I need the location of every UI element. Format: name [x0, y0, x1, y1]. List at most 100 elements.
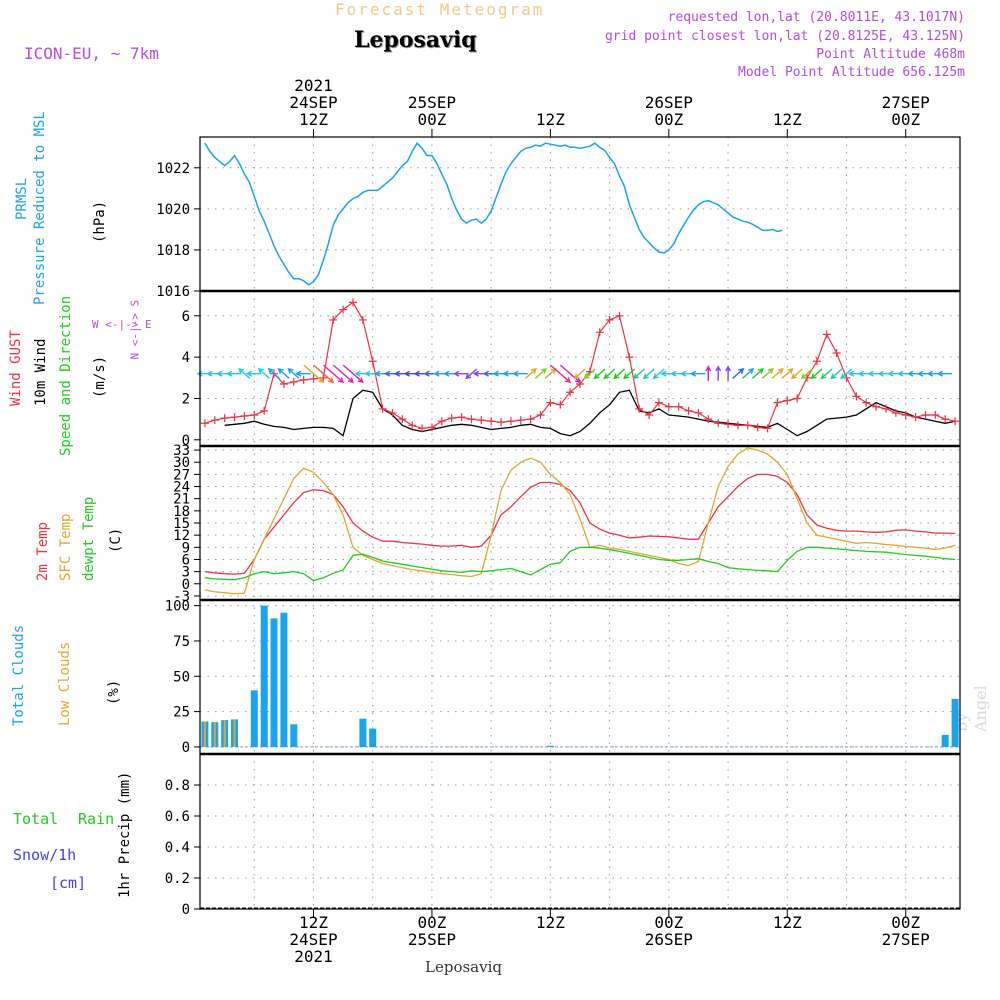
wind-direction-arrow — [559, 364, 581, 384]
wind-gust-marker — [625, 353, 634, 362]
wind-gust-marker — [645, 411, 654, 419]
wind-direction-arrow — [820, 368, 833, 380]
wind-gust-marker — [250, 411, 259, 419]
wind-direction-arrow — [603, 368, 616, 380]
bottom-time-label: 24SEP — [289, 930, 337, 949]
total-cloud-bar — [546, 745, 554, 747]
wind-speed-line — [224, 389, 956, 437]
bottom-time-label: 12Z — [299, 913, 328, 932]
requested-coords: requested lon,lat (20.8011E, 43.1017N) — [667, 10, 965, 25]
wind-gust-marker — [881, 404, 890, 413]
wind-direction-arrow — [790, 368, 803, 380]
wind-gust-marker — [832, 349, 841, 357]
wind-gust-marker — [872, 402, 881, 411]
temperature-ytick-label: 33 — [173, 443, 190, 459]
wind-gust-marker — [378, 404, 387, 413]
meteogram-title: Forecast Meteogram — [335, 0, 545, 19]
wind-gust-marker — [457, 413, 466, 422]
top-time-label: 26SEP — [645, 93, 693, 112]
pressure-ytick-label: 1022 — [156, 161, 190, 177]
wind-gust-marker — [260, 406, 269, 415]
wind-direction-arrow — [332, 364, 354, 384]
temperature-ytick-label: 15 — [173, 516, 190, 532]
bottom-time-label: 2021 — [294, 947, 333, 966]
bottom-time-label: 12Z — [773, 913, 802, 932]
wind-gust-marker — [348, 298, 357, 307]
wind-direction-arrow — [453, 370, 469, 377]
wind-direction-arrow — [323, 364, 345, 384]
wind-gust-marker — [654, 398, 663, 407]
wind-direction-arrow — [593, 368, 606, 380]
total-cloud-bar — [280, 612, 288, 747]
total-cloud-bar — [270, 618, 278, 747]
wind-gust-marker — [753, 423, 762, 432]
wind-direction-arrow — [238, 368, 251, 379]
temperature-ytick-label: 6 — [182, 552, 190, 568]
top-time-label: 00Z — [654, 110, 683, 129]
wind-gust-marker — [595, 328, 604, 337]
pressure-ytick-label: 1020 — [156, 202, 190, 218]
wind-direction-arrow — [257, 368, 270, 379]
wind-gust-marker — [289, 377, 298, 386]
wind-gust-marker — [783, 396, 792, 405]
wind-gust-marker — [921, 411, 930, 419]
temperature-ytick-label: 3 — [182, 565, 190, 581]
wind-direction-arrow — [781, 368, 794, 379]
wind-gust-marker — [408, 421, 417, 430]
precip-total-label: Total — [13, 810, 59, 828]
wind-gust-marker — [822, 330, 831, 339]
wind-gust-marker — [674, 402, 683, 411]
wind-gust-marker — [339, 305, 348, 314]
wind-direction-arrow — [705, 365, 712, 381]
wind-direction-arrow — [936, 370, 953, 377]
wind-direction-arrow — [512, 370, 528, 377]
wind-gust-marker — [743, 421, 752, 430]
temperature-ytick-label: 30 — [173, 455, 190, 471]
wind-gust-marker — [368, 357, 377, 366]
top-time-label: 2021 — [294, 76, 333, 95]
wind-direction-arrow — [583, 368, 596, 380]
low-cloud-bar — [233, 719, 236, 747]
wind-gust-marker — [230, 413, 239, 422]
wind-direction-arrow — [277, 368, 290, 379]
wind-gust-marker — [200, 419, 209, 428]
wind-direction-arrow — [287, 368, 300, 379]
wind-gust-marker — [852, 392, 861, 401]
top-time-label: 24SEP — [289, 93, 337, 112]
temperature-ytick-label: 24 — [173, 480, 190, 496]
wind-direction-arrow — [725, 365, 732, 381]
top-time-label: 27SEP — [882, 93, 930, 112]
temp-dewpt-line — [204, 546, 956, 582]
total-cloud-bar — [250, 690, 258, 747]
total-cloud-bar — [359, 718, 367, 747]
wind-direction-arrow — [267, 368, 280, 379]
wind-direction-arrow — [632, 368, 645, 380]
top-time-label: 12Z — [536, 110, 565, 129]
precip-ytick-label: 0.2 — [165, 871, 190, 887]
wind-direction-arrow — [524, 368, 537, 379]
wind-direction-arrow — [573, 368, 586, 380]
low-cloud-bar — [223, 720, 226, 747]
wind-gust-marker — [556, 400, 565, 409]
wind-gust-marker — [358, 315, 367, 324]
wind-gust-marker — [793, 394, 802, 403]
wind-gust-marker — [911, 413, 920, 422]
wind-direction-arrow — [840, 368, 853, 380]
wind-gust-marker — [240, 412, 249, 421]
wind-gust-marker — [437, 417, 446, 426]
grid-point-coords: grid point closest lon,lat (20.8125E, 43… — [604, 29, 965, 44]
wind-ytick-label: 4 — [182, 350, 190, 366]
wind-gust-marker — [812, 357, 821, 366]
wind-gust-marker — [467, 415, 476, 424]
precip-snow-unit: [cm] — [50, 874, 87, 892]
wind-gust-marker — [309, 374, 318, 383]
total-cloud-bar — [951, 698, 959, 747]
top-time-label: 12Z — [773, 110, 802, 129]
wind-gust-marker — [931, 411, 940, 419]
wind-direction-arrow — [732, 368, 745, 379]
wind-direction-arrow — [689, 370, 706, 377]
wind-direction-arrow — [534, 368, 547, 379]
wind-direction-arrow — [544, 368, 557, 379]
clouds-ytick-label: 0 — [182, 740, 190, 756]
